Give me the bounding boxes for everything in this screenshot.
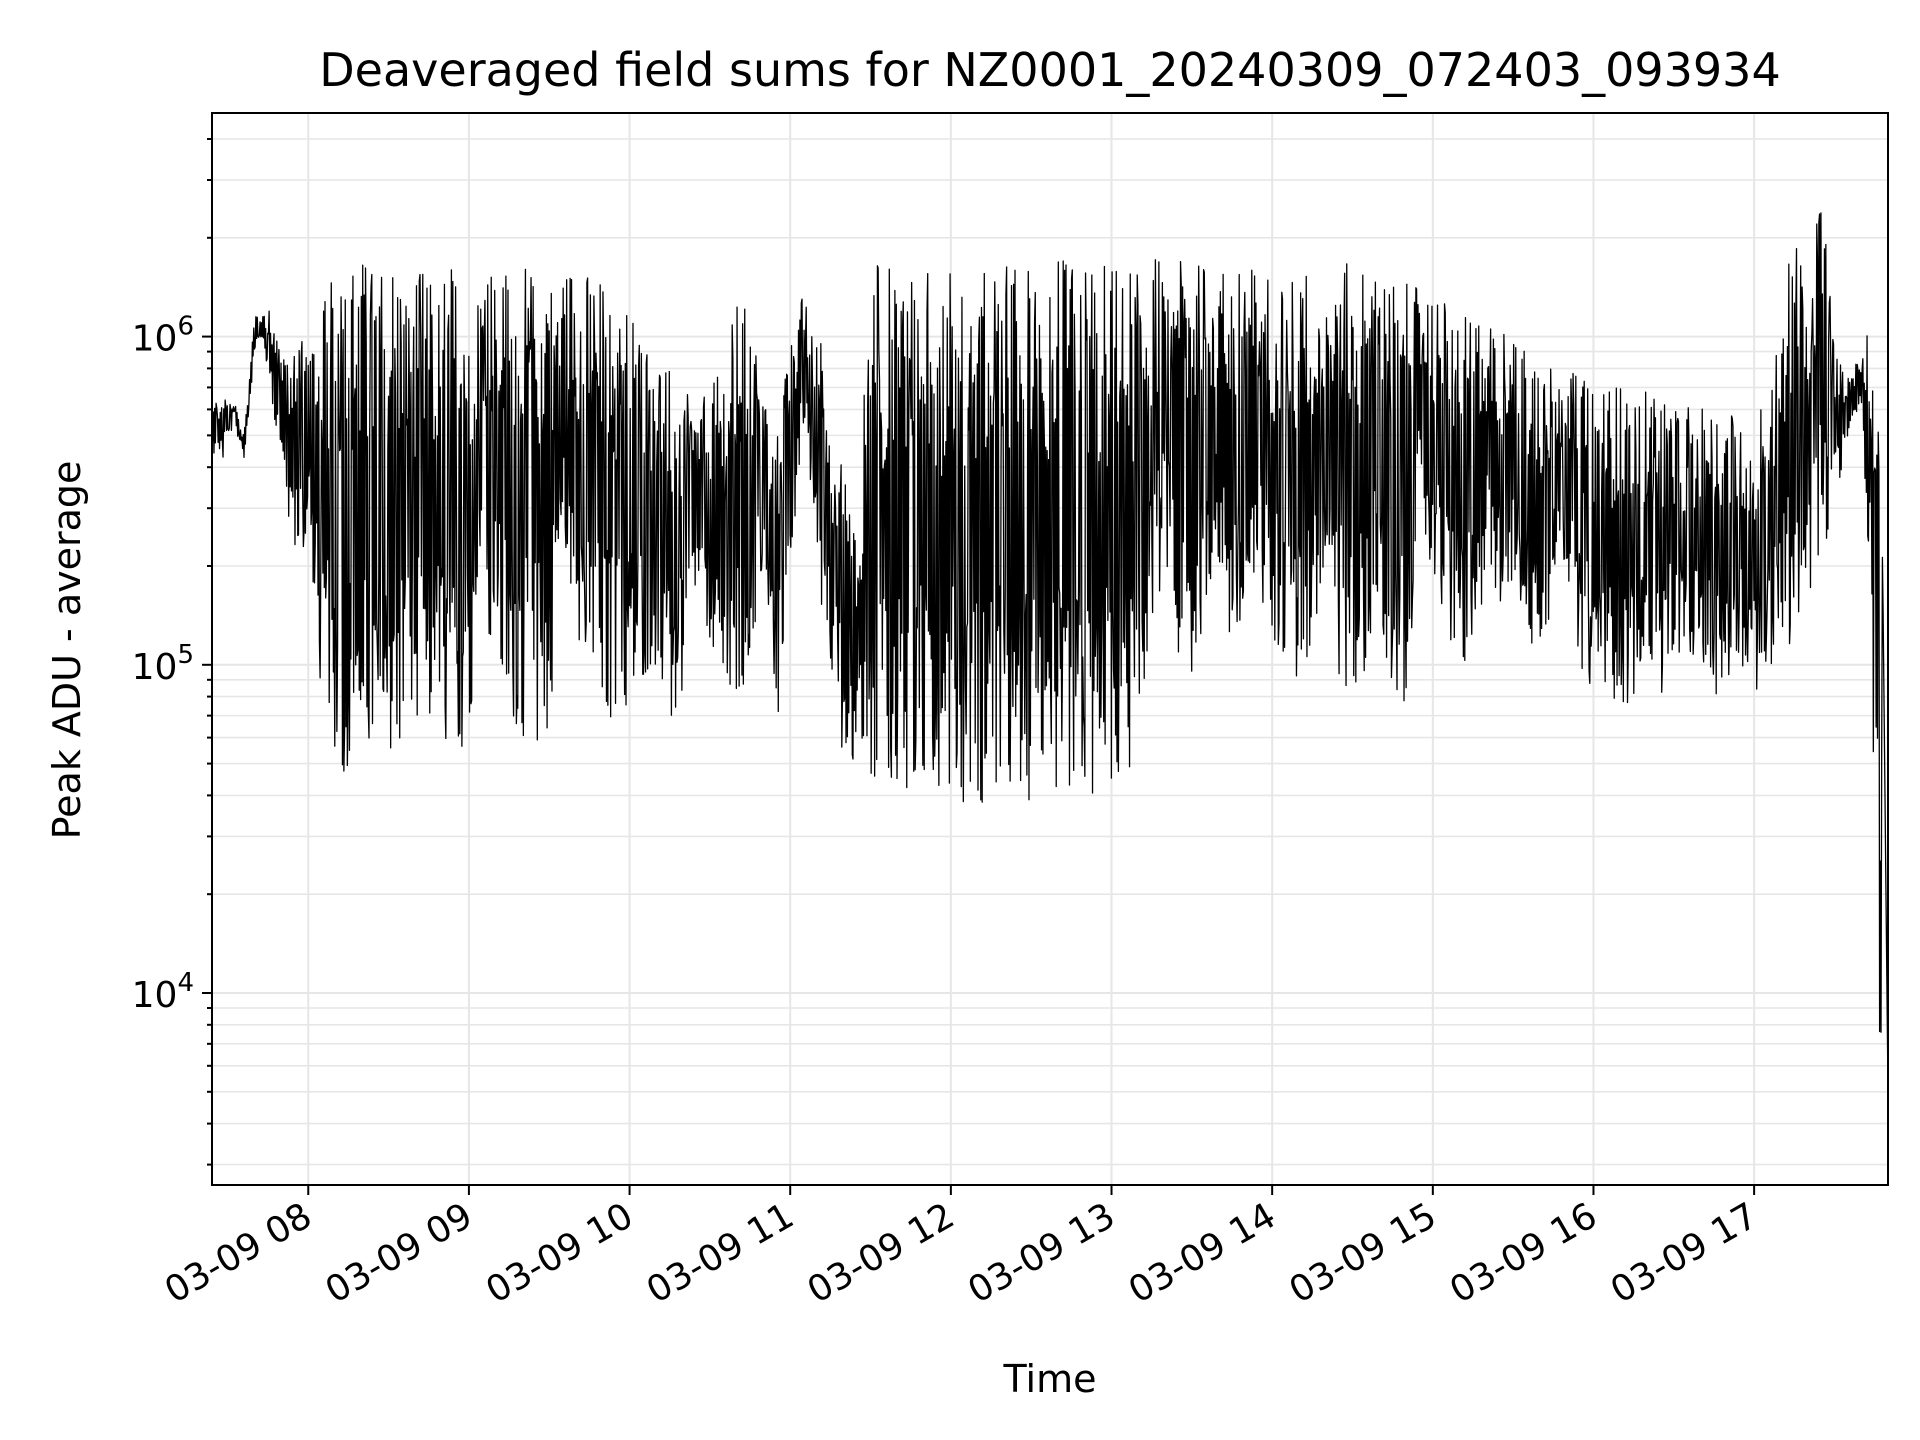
- x-tick-label: 03-09 17: [1604, 1195, 1765, 1311]
- y-tick-label: 105: [132, 640, 194, 688]
- y-axis: 104 105 106: [132, 137, 212, 1166]
- x-tick-label: 03-09 10: [479, 1195, 640, 1311]
- x-axis: 03-09 08 03-09 09 03-09 10 03-09 11 03-09 12…: [158, 1185, 1765, 1312]
- x-axis-label: Time: [1003, 1357, 1097, 1401]
- chart-title: Deaveraged field sums for NZ0001_2024030…: [319, 43, 1780, 97]
- x-tick-label: 03-09 09: [319, 1195, 480, 1311]
- plot-frame: [211, 112, 1889, 1186]
- x-tick-label: 03-09 16: [1443, 1195, 1604, 1311]
- y-axis-label: Peak ADU - average: [45, 461, 89, 840]
- y-tick-label: 104: [132, 968, 194, 1016]
- x-tick-label: 03-09 08: [158, 1195, 319, 1311]
- x-tick-label: 03-09 11: [640, 1195, 801, 1311]
- series-line: [211, 212, 1889, 1092]
- x-tick-label: 03-09 14: [1122, 1195, 1283, 1311]
- y-tick-label: 106: [132, 312, 194, 360]
- x-tick-label: 03-09 12: [801, 1195, 962, 1311]
- x-tick-label: 03-09 13: [961, 1195, 1122, 1311]
- data-series: [211, 212, 1889, 1092]
- x-tick-label: 03-09 15: [1283, 1195, 1444, 1311]
